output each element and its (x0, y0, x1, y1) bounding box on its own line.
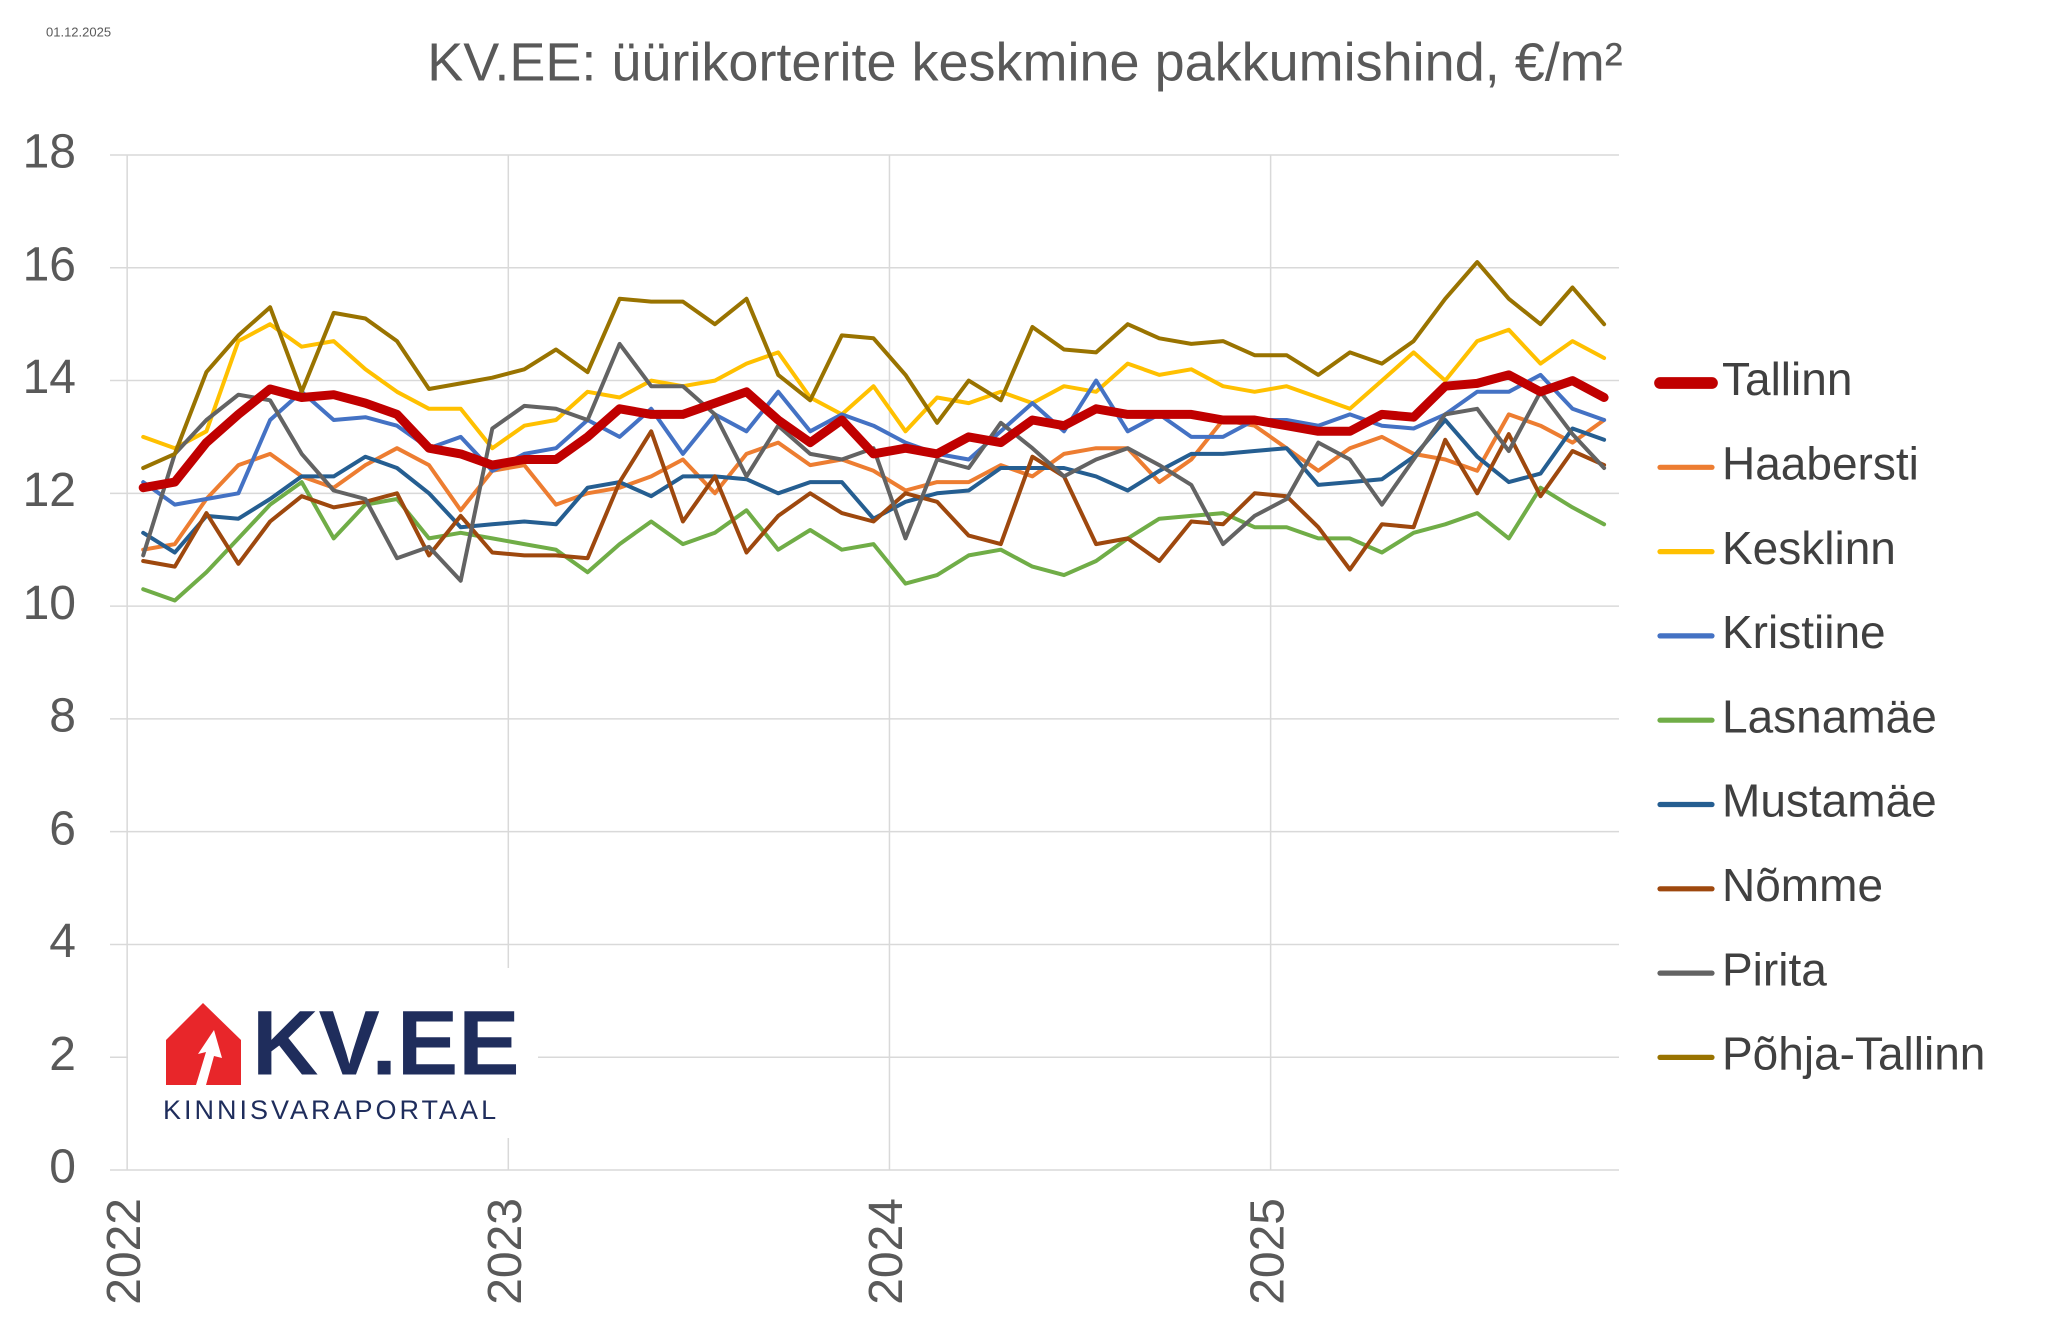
y-tick-label: 18 (23, 126, 76, 179)
logo-tagline: KINNISVARAPORTAAL (163, 1095, 499, 1125)
y-tick-label: 12 (23, 464, 76, 517)
y-tick-label: 16 (23, 238, 76, 291)
logo-house (166, 1003, 241, 1085)
legend-label: Lasnamäe (1722, 690, 1937, 742)
legend-label: Pirita (1722, 943, 1827, 995)
x-tick-label: 2022 (98, 1198, 151, 1305)
lines (138, 260, 1609, 603)
series-line (141, 418, 1607, 555)
legend-label: Mustamäe (1722, 775, 1937, 827)
logo: KV.EE KINNISVARAPORTAAL (128, 968, 538, 1138)
x-tick-label: 2023 (479, 1198, 532, 1305)
y-tick-label: 14 (23, 351, 76, 404)
series-line (141, 322, 1607, 451)
axes: 0 2 4 6 8 10 12 14 16 18 2022 2023 2024 2025 (23, 126, 1295, 1305)
series-line (141, 480, 1607, 603)
series-line (141, 260, 1607, 470)
legend: Tallinn Haabersti Kesklinn Kristiine Lasnamä… (1654, 353, 1985, 1080)
y-tick-label: 8 (49, 690, 76, 743)
chart-title: KV.EE: üürikorterite keskmine pakkumishi… (427, 32, 1623, 92)
legend-label: Põhja-Tallinn (1722, 1028, 1985, 1080)
x-tick-label: 2024 (860, 1198, 913, 1305)
legend-label: Kesklinn (1722, 522, 1896, 574)
series-line (141, 429, 1607, 572)
series-line (141, 412, 1607, 552)
legend-label: Haabersti (1722, 437, 1919, 489)
legend-label: Nõmme (1722, 859, 1883, 911)
y-tick-label: 2 (49, 1028, 76, 1081)
date-stamp: 01.12.2025 (46, 24, 111, 39)
y-tick-label: 6 (49, 802, 76, 855)
x-tick-label: 2025 (1241, 1198, 1294, 1305)
series-line (141, 372, 1607, 507)
y-tick-label: 10 (23, 577, 76, 630)
y-tick-label: 4 (49, 915, 76, 968)
logo-arrow (196, 1030, 222, 1085)
y-tick-label: 0 (49, 1141, 76, 1194)
grid (110, 154, 1619, 1171)
logo-name: KV.EE (252, 992, 520, 1094)
legend-label: Tallinn (1722, 353, 1852, 405)
legend-label: Kristiine (1722, 606, 1886, 658)
series-line (138, 370, 1609, 493)
